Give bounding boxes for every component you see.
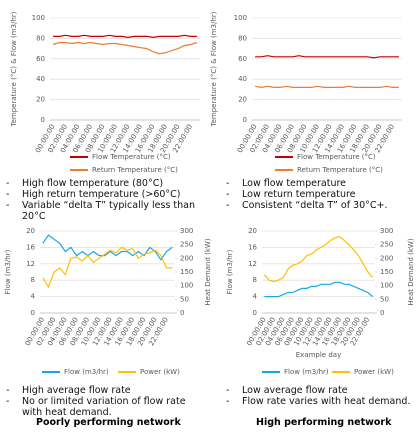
y-tick-label: 8 — [31, 276, 35, 284]
y-tick-label: 0 — [41, 116, 45, 124]
notes-bottom-right: Low average flow rate Flow rate varies w… — [226, 385, 416, 407]
y-tick-label: 20 — [26, 227, 35, 235]
y-tick-label: 4 — [31, 293, 36, 301]
y-tick-label: 8 — [253, 276, 257, 284]
x-axis-label: Example day — [296, 351, 341, 359]
y2-tick-label: 200 — [380, 254, 393, 262]
caption: High performing network — [256, 417, 392, 428]
y-axis-label: Temperature (°C) & Flow (m3/hr) — [210, 11, 218, 127]
y-tick-label: 80 — [36, 34, 45, 42]
legend-label: Flow (m3/hr) — [64, 368, 109, 376]
y-tick-label: 12 — [248, 260, 257, 268]
legend-label: Return Temperature (°C) — [92, 166, 178, 174]
series-line — [42, 234, 173, 261]
y-tick-label: 20 — [248, 227, 257, 235]
series-line — [264, 281, 373, 298]
y-axis-label: Flow (m3/hr) — [226, 249, 234, 294]
y2-axis-label: Heat Demand (kW) — [407, 238, 415, 305]
y-tick-label: 12 — [26, 260, 35, 268]
y2-axis-label: Heat Demand (kW) — [204, 238, 212, 305]
y-tick-label: 20 — [238, 96, 247, 104]
series-line — [254, 85, 399, 89]
legend-label: Flow Temperature (°C) — [92, 153, 171, 161]
y-tick-label: 4 — [253, 293, 258, 301]
note: Variable “delta T” typically less than 2… — [6, 200, 206, 222]
y2-tick-label: 0 — [180, 309, 184, 317]
y2-tick-label: 50 — [380, 295, 389, 303]
note: Consistent “delta T” of 30°C+. — [226, 200, 416, 211]
y-tick-label: 100 — [32, 14, 45, 22]
y-tick-label: 40 — [238, 75, 247, 83]
series-line — [52, 41, 198, 55]
note: Low flow temperature — [226, 178, 416, 189]
legend-label: Power (kW) — [354, 368, 394, 376]
legend-label: Power (kW) — [140, 368, 180, 376]
y-axis-label: Temperature (°C) & Flow (m3/hr) — [10, 11, 18, 127]
note: High flow temperature (80°C) — [6, 178, 206, 189]
y-tick-label: 40 — [36, 75, 45, 83]
y-tick-label: 0 — [253, 309, 257, 317]
y-tick-label: 100 — [234, 14, 247, 22]
y2-tick-label: 300 — [380, 227, 393, 235]
y-tick-label: 60 — [36, 55, 45, 63]
note: Low return temperature — [226, 189, 416, 200]
legend-label: Flow Temperature (°C) — [297, 153, 376, 161]
y-tick-label: 0 — [243, 116, 247, 124]
note: No or limited variation of flow rate wit… — [6, 396, 206, 418]
y-tick-label: 16 — [248, 243, 257, 251]
notes-bottom-left: High average flow rate No or limited var… — [6, 385, 206, 418]
y-tick-label: 60 — [238, 55, 247, 63]
notes-top-left: High flow temperature (80°C) High return… — [6, 178, 206, 222]
y-tick-label: 16 — [26, 243, 35, 251]
y2-tick-label: 200 — [180, 254, 193, 262]
y-tick-label: 80 — [238, 34, 247, 42]
y2-tick-label: 150 — [180, 268, 193, 276]
series-line — [53, 34, 197, 39]
y2-tick-label: 250 — [380, 241, 393, 249]
y2-tick-label: 0 — [380, 309, 384, 317]
notes-top-right: Low flow temperature Low return temperat… — [226, 178, 416, 211]
legend-label: Return Temperature (°C) — [297, 166, 383, 174]
y2-tick-label: 300 — [180, 227, 193, 235]
caption: Poorly performing network — [36, 417, 181, 428]
y2-tick-label: 150 — [380, 268, 393, 276]
y-axis-label: Flow (m3/hr) — [4, 249, 12, 294]
note: High average flow rate — [6, 385, 206, 396]
y2-tick-label: 100 — [180, 282, 193, 290]
y2-tick-label: 250 — [180, 241, 193, 249]
y-tick-label: 0 — [31, 309, 35, 317]
note: Low average flow rate — [226, 385, 416, 396]
series-line — [255, 55, 399, 59]
y2-tick-label: 50 — [180, 295, 189, 303]
legend-label: Flow (m3/hr) — [284, 368, 329, 376]
note: High return temperature (>60°C) — [6, 189, 206, 200]
note: Flow rate varies with heat demand. — [226, 396, 416, 407]
y-tick-label: 20 — [36, 96, 45, 104]
series-line — [263, 235, 374, 283]
series-line — [42, 246, 173, 289]
y2-tick-label: 100 — [380, 282, 393, 290]
